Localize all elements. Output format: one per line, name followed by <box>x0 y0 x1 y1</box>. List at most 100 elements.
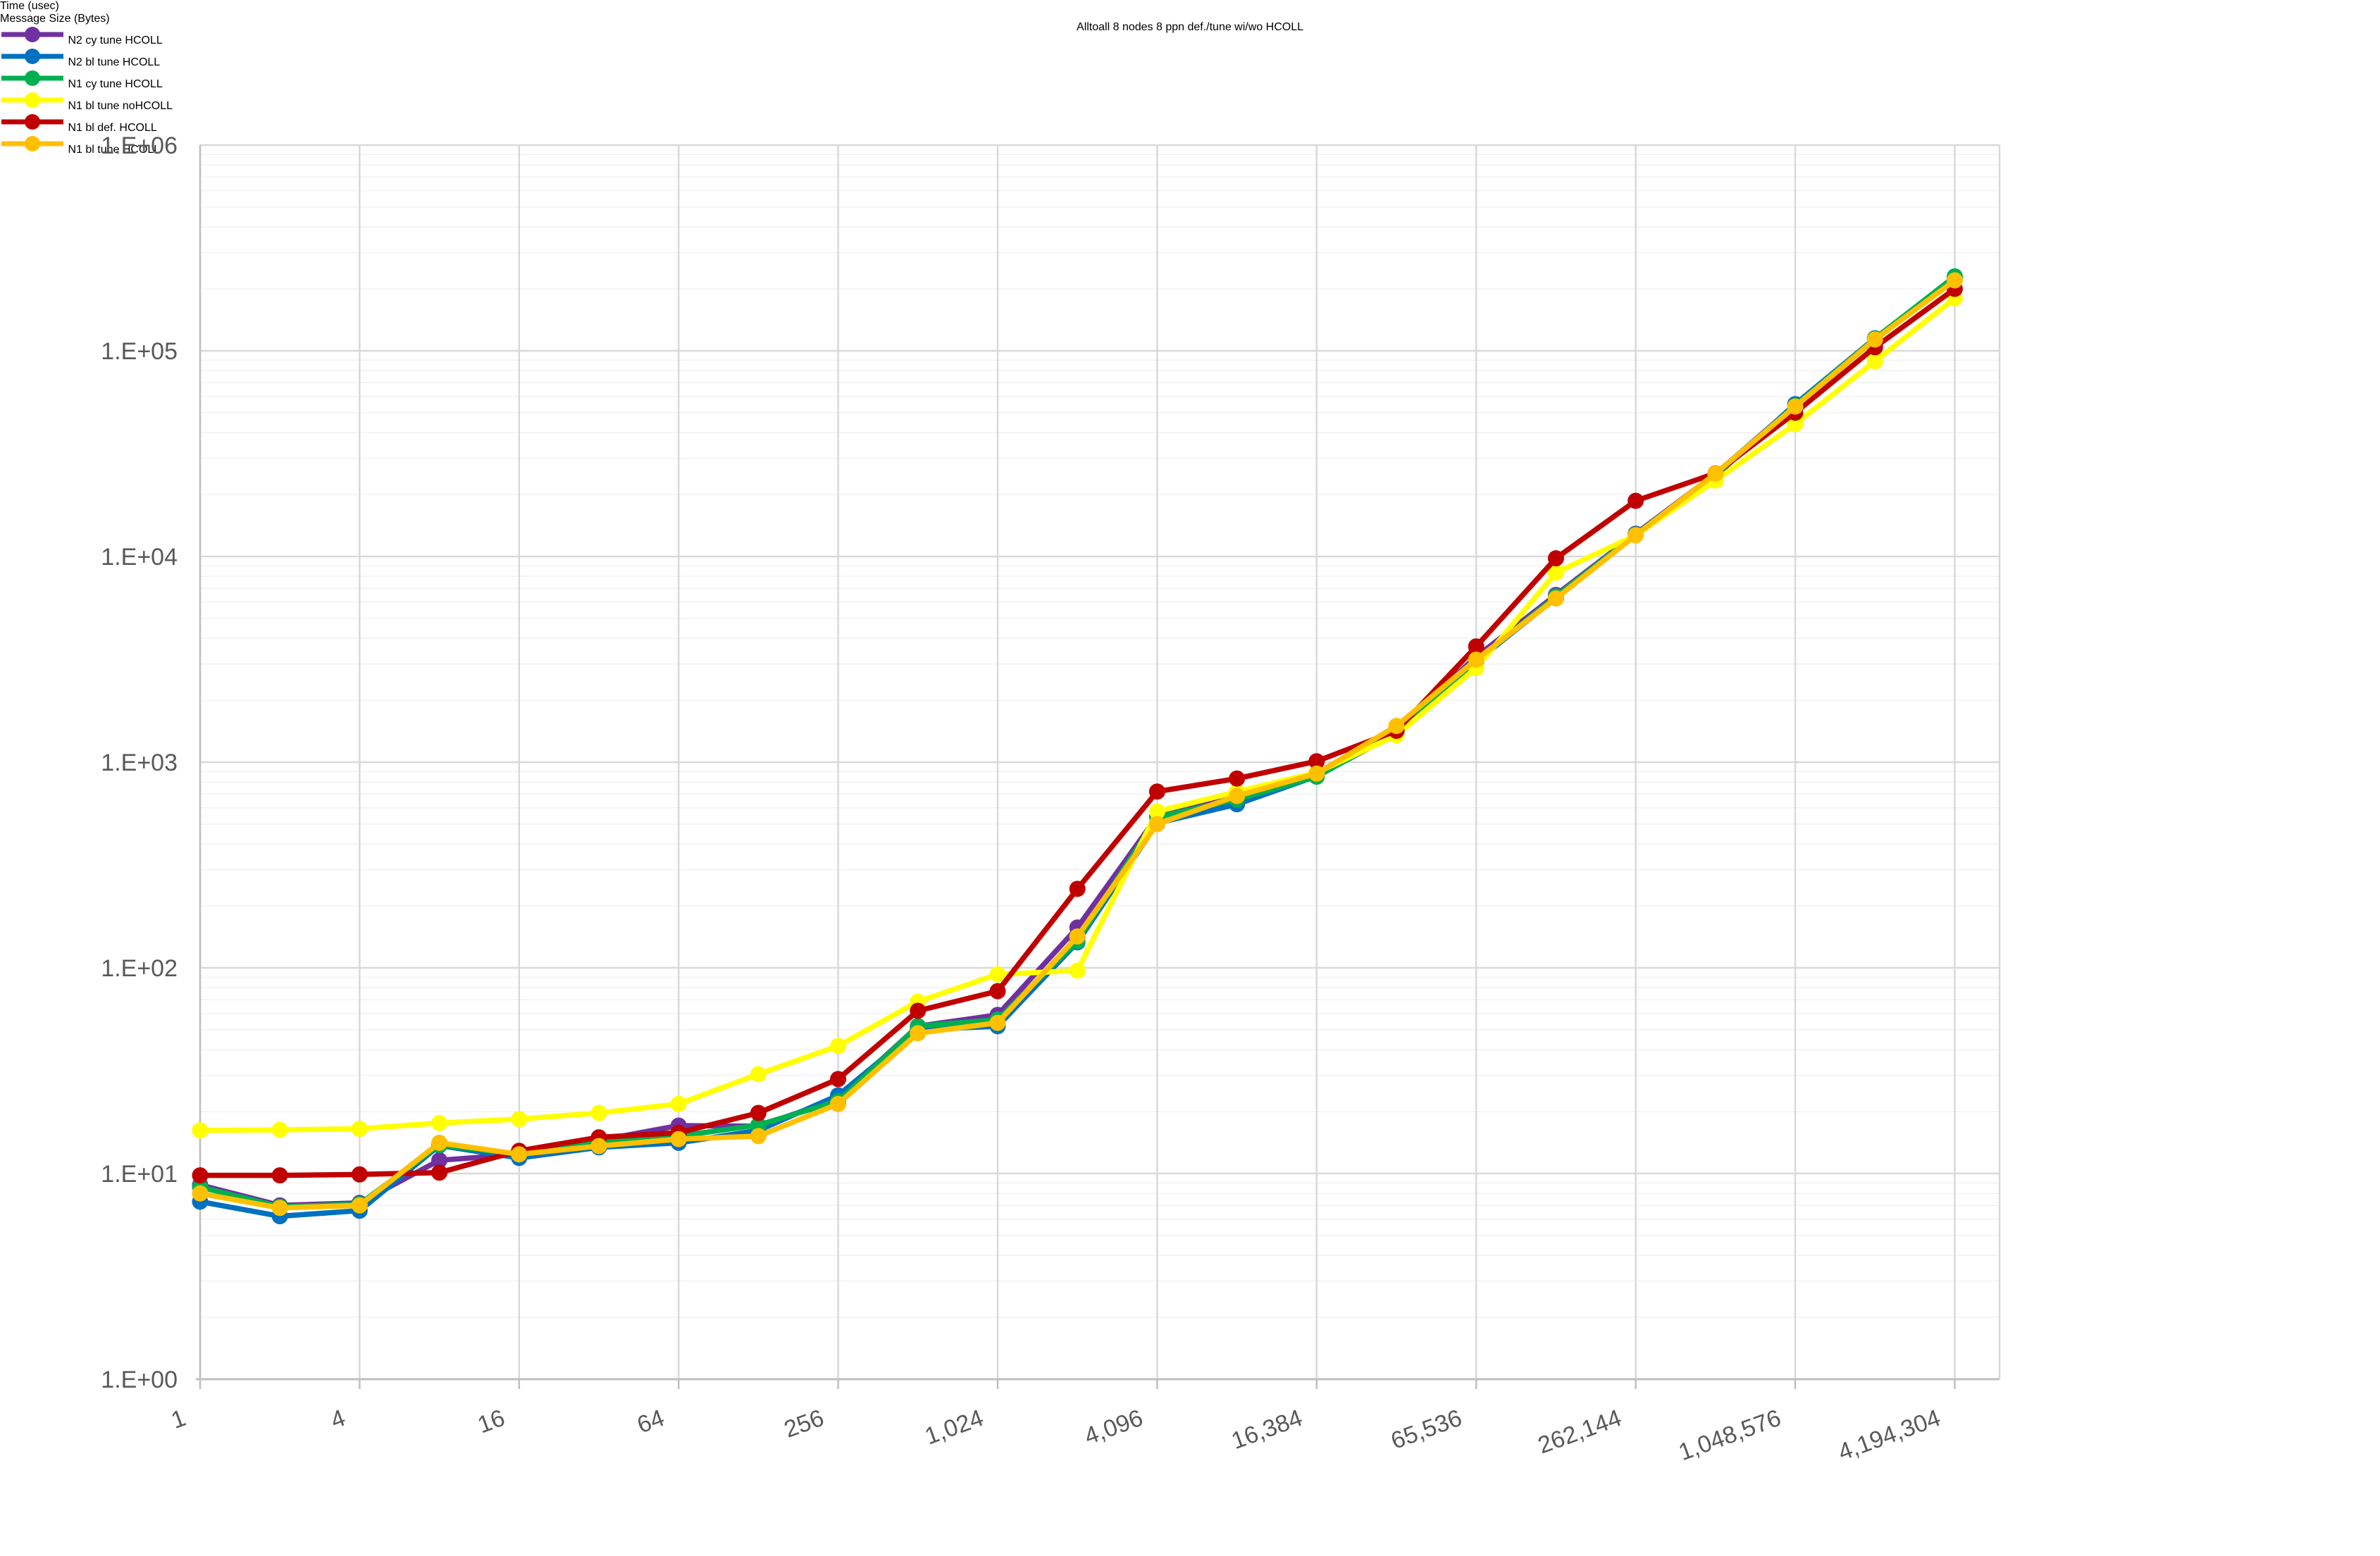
legend-entry-n1-bl-tune-hcoll: N1 bl tune HCOLL <box>0 135 2380 156</box>
legend-marker-n2-bl-tune-hcoll <box>1 49 63 64</box>
series-marker-n1-bl-tune-hcoll <box>1388 718 1405 735</box>
series-marker-n1-bl-tune-hcoll <box>1628 527 1644 544</box>
series-line-n1-bl-tune-hcoll <box>197 278 1958 1211</box>
series-marker-n1-bl-tune-nohcoll <box>830 1038 847 1054</box>
legend: N2 cy tune HCOLL N2 bl tune HCOLL N1 cy … <box>0 25 2380 156</box>
series-line-n1-cy-tune-hcoll <box>197 273 1958 1209</box>
series-marker-n1-bl-def-hcoll <box>989 983 1006 1000</box>
series-marker-n1-bl-def-hcoll <box>1547 550 1564 567</box>
series-marker-n1-bl-def-hcoll <box>1229 770 1246 787</box>
series-marker-n1-bl-tune-nohcoll <box>1069 962 1086 979</box>
series-marker-n1-bl-def-hcoll <box>1148 783 1165 800</box>
series-marker-n2-cy-tune-hcoll <box>431 1152 448 1169</box>
x-tick-label: 16,384 <box>1228 1405 1306 1455</box>
x-tick-label: 4,096 <box>1081 1405 1146 1450</box>
legend-label-n1-bl-tune-nohcoll: N1 bl tune noHCOLL <box>68 100 173 112</box>
y-tick-label: 1.E+05 <box>101 338 178 365</box>
series-marker-n1-bl-def-hcoll <box>351 1166 368 1183</box>
x-tick-label: 256 <box>781 1405 827 1443</box>
series-marker-n1-bl-tune-hcoll <box>1069 928 1086 945</box>
legend-entry-n1-cy-tune-hcoll: N1 cy tune HCOLL <box>0 69 2380 91</box>
series-marker-n1-bl-tune-nohcoll <box>271 1121 288 1138</box>
legend-entry-n1-bl-def-hcoll: N1 bl def. HCOLL <box>0 113 2380 135</box>
series-marker-n1-bl-def-hcoll <box>750 1104 767 1121</box>
series-marker-n1-bl-tune-nohcoll <box>750 1066 767 1083</box>
series-marker-n1-bl-tune-hcoll <box>910 1025 926 1042</box>
y-tick-label: 1.E+04 <box>101 544 178 571</box>
series-marker-n1-bl-tune-hcoll <box>1468 652 1485 668</box>
series-marker-n1-bl-tune-hcoll <box>989 1014 1006 1031</box>
series-marker-n1-bl-tune-nohcoll <box>192 1122 209 1139</box>
x-tick-label: 16 <box>474 1405 509 1439</box>
series-marker-n1-bl-tune-hcoll <box>1229 788 1246 804</box>
series-marker-n1-bl-def-hcoll <box>271 1167 288 1184</box>
series-marker-n1-bl-tune-hcoll <box>1946 272 1963 289</box>
series-marker-n1-bl-tune-hcoll <box>431 1134 448 1151</box>
x-tick-label: 1,024 <box>922 1405 987 1450</box>
legend-label-n1-cy-tune-hcoll: N1 cy tune HCOLL <box>68 78 163 90</box>
series-marker-n1-bl-tune-hcoll <box>1148 816 1165 833</box>
legend-entry-n1-bl-tune-nohcoll: N1 bl tune noHCOLL <box>0 91 2380 113</box>
series-marker-n1-bl-tune-hcoll <box>1866 331 1883 348</box>
series-marker-n1-bl-tune-hcoll <box>271 1200 288 1216</box>
y-tick-label: 1.E+06 <box>101 132 178 159</box>
legend-label-n2-bl-tune-hcoll: N2 bl tune HCOLL <box>68 56 161 68</box>
series-marker-n1-bl-tune-hcoll <box>192 1185 209 1202</box>
series-line-n2-cy-tune-hcoll <box>197 275 1958 1208</box>
x-tick-label: 65,536 <box>1387 1405 1465 1455</box>
series-marker-n1-bl-tune-nohcoll <box>351 1121 368 1137</box>
legend-marker-n1-bl-def-hcoll <box>1 114 63 130</box>
series-marker-n1-bl-def-hcoll <box>1468 638 1485 655</box>
series-marker-n1-bl-tune-hcoll <box>351 1197 368 1214</box>
series-marker-n1-bl-tune-hcoll <box>1707 465 1724 482</box>
series-marker-n1-bl-tune-hcoll <box>1308 765 1325 782</box>
legend-marker-n1-cy-tune-hcoll <box>1 70 63 86</box>
y-tick-label: 1.E+00 <box>101 1367 178 1393</box>
y-tick-label: 1.E+01 <box>101 1161 178 1188</box>
series-marker-n1-bl-def-hcoll <box>1308 753 1325 770</box>
legend-marker-n1-bl-tune-hcoll <box>1 136 63 151</box>
series-marker-n1-bl-tune-hcoll <box>670 1131 687 1147</box>
series-marker-n1-bl-tune-hcoll <box>1787 398 1804 415</box>
series-marker-n1-bl-tune-nohcoll <box>1866 353 1883 370</box>
legend-entry-n2-cy-tune-hcoll: N2 cy tune HCOLL <box>0 25 2380 47</box>
series-marker-n1-bl-def-hcoll <box>1069 880 1086 897</box>
x-tick-label: 1 <box>168 1405 190 1434</box>
x-tick-label: 4,194,304 <box>1835 1405 1944 1466</box>
legend-marker-n1-bl-tune-nohcoll <box>1 92 63 108</box>
series-marker-n1-bl-tune-nohcoll <box>431 1114 448 1131</box>
x-tick-label: 64 <box>633 1405 668 1439</box>
series-marker-n1-bl-tune-hcoll <box>1547 590 1564 607</box>
series-marker-n1-bl-tune-nohcoll <box>989 966 1006 983</box>
x-tick-label: 1,048,576 <box>1675 1405 1785 1466</box>
legend-entry-n2-bl-tune-hcoll: N2 bl tune HCOLL <box>0 47 2380 69</box>
x-axis-title: Message Size (Bytes) <box>0 13 110 25</box>
series-marker-n1-bl-tune-hcoll <box>830 1095 847 1112</box>
y-tick-label: 1.E+03 <box>101 749 178 776</box>
legend-label-n1-bl-tune-hcoll: N1 bl tune HCOLL <box>68 144 161 156</box>
series-marker-n1-bl-tune-hcoll <box>750 1128 767 1145</box>
series-marker-n1-bl-tune-nohcoll <box>511 1111 528 1128</box>
x-tick-label: 4 <box>327 1405 349 1434</box>
series-marker-n1-bl-tune-hcoll <box>590 1138 607 1154</box>
series-marker-n1-bl-tune-nohcoll <box>670 1095 687 1112</box>
series-marker-n1-bl-def-hcoll <box>431 1164 448 1181</box>
series-marker-n1-bl-tune-nohcoll <box>1547 564 1564 581</box>
chart-title-text: Alltoall 8 nodes 8 ppn def./tune wi/wo H… <box>1077 21 1303 33</box>
series-line-n1-bl-tune-nohcoll <box>197 295 1958 1133</box>
series-marker-n1-bl-tune-nohcoll <box>590 1104 607 1121</box>
series-marker-n1-bl-tune-nohcoll <box>1148 803 1165 820</box>
legend-label-n2-cy-tune-hcoll: N2 cy tune HCOLL <box>68 35 163 46</box>
legend-marker-n2-cy-tune-hcoll <box>1 27 63 42</box>
series-marker-n1-bl-def-hcoll <box>192 1167 209 1184</box>
legend-label-n1-bl-def-hcoll: N1 bl def. HCOLL <box>68 122 157 134</box>
series-marker-n1-bl-def-hcoll <box>830 1071 847 1088</box>
chart-title: Alltoall 8 nodes 8 ppn def./tune wi/wo H… <box>0 21 2380 34</box>
y-tick-label: 1.E+02 <box>101 955 178 982</box>
series-marker-n1-bl-tune-nohcoll <box>1787 416 1804 432</box>
series-line-n1-bl-def-hcoll <box>197 286 1958 1178</box>
x-tick-label: 262,144 <box>1535 1405 1625 1459</box>
y-axis-title: Time (usec) <box>0 0 59 12</box>
